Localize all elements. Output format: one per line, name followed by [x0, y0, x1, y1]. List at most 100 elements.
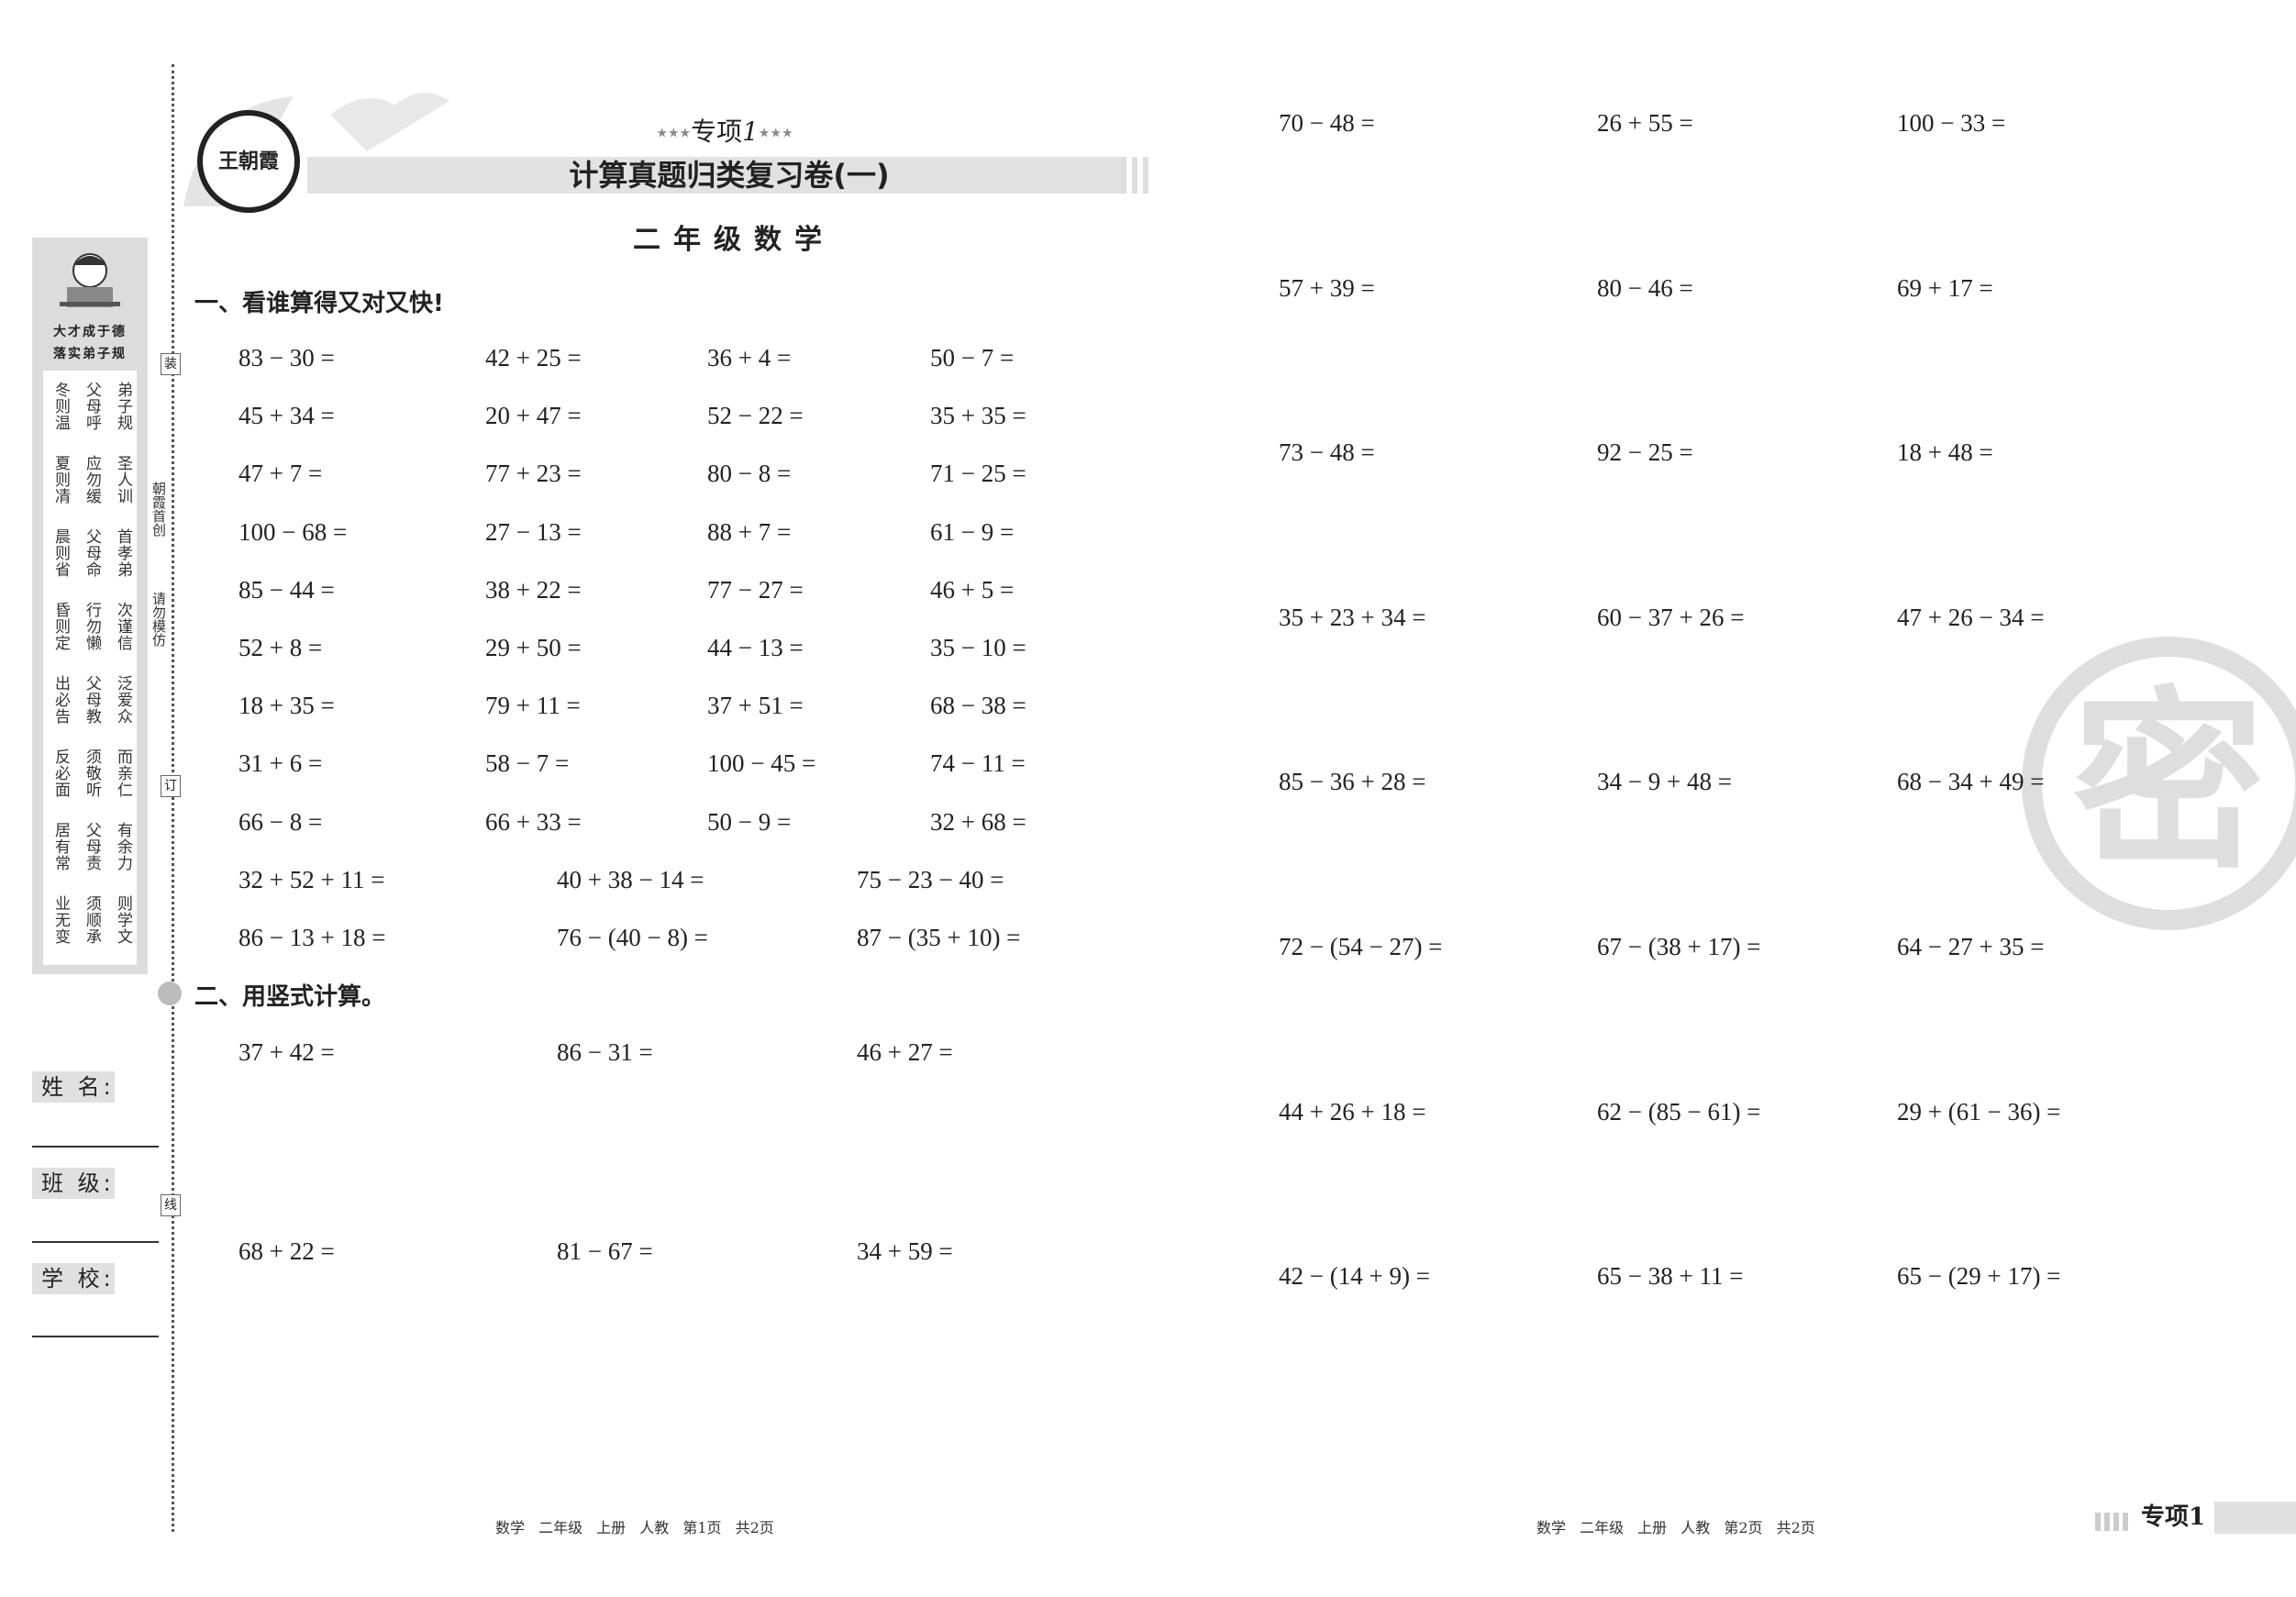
vertical-calc-problem: 86 − 31 = [557, 1038, 653, 1066]
math-problem: 52 + 8 = [238, 634, 323, 661]
math-problem: 45 + 34 = [238, 402, 335, 430]
class-field[interactable] [32, 1241, 159, 1243]
poem-column: 业无变 [51, 895, 70, 945]
math-problem: 77 − 27 = [707, 575, 804, 604]
tag-gray-bar [2214, 1502, 2296, 1534]
math-problem: 47 + 26 − 34 = [1897, 603, 2045, 631]
series-label: ★★★专项1★★★ [633, 112, 816, 149]
dizigui-poem: 冬则温 父母呼 弟子规 夏则凊 应勿缓 圣人训 晨则省 父母命 首孝弟 昏则定 行勿懒 次谨信 出必告父… [43, 371, 137, 965]
math-problem: 92 − 25 = [1597, 438, 1693, 467]
poem-stanza: 夏则凊 应勿缓 圣人训 [50, 455, 133, 516]
math-problem: 83 − 30 = [238, 344, 335, 372]
math-problem: 29 + (61 − 36) = [1897, 1097, 2061, 1126]
poem-column: 行勿懒 [83, 602, 101, 651]
math-problem: 64 − 27 + 35 = [1897, 933, 2045, 960]
vertical-calc-problem: 46 + 27 = [857, 1038, 953, 1066]
math-problem: 73 − 48 = [1279, 438, 1375, 467]
math-problem: 71 − 25 = [930, 460, 1026, 488]
math-problem: 52 − 22 = [707, 402, 804, 430]
math-problem: 44 + 26 + 18 = [1279, 1097, 1426, 1126]
math-problem: 57 + 39 = [1279, 273, 1375, 302]
watermark-text: 密 [2071, 671, 2265, 895]
page-subtitle: 二年级数学 [633, 224, 835, 256]
section-tag: 专项1 [2095, 1502, 2296, 1534]
math-problem: 50 − 9 = [707, 807, 792, 836]
poem-column: 父母教 [83, 675, 101, 725]
math-problem: 34 − 9 + 48 = [1597, 768, 1732, 796]
motto-line-1: 大才成于德 [53, 325, 127, 339]
spine-mark-xian: 线 [161, 1194, 181, 1216]
math-problem: 26 + 55 = [1597, 109, 1693, 137]
math-problem: 66 − 8 = [238, 807, 323, 836]
section-1-heading: 一、看谁算得又对又快! [194, 290, 444, 317]
poem-column: 冬则温 [51, 382, 70, 431]
math-problem: 74 − 11 = [930, 749, 1026, 778]
poem-column: 弟子规 [114, 382, 132, 431]
sidebar-panel: 大才成于德 落实弟子规 冬则温 父母呼 弟子规 夏则凊 应勿缓 圣人训 晨则省 父母命 首孝弟昏… [32, 238, 148, 974]
poem-column: 泛爱众 [114, 675, 132, 725]
title-banner [307, 157, 1121, 194]
math-problem: 20 + 47 = [485, 402, 582, 430]
footer-page-1: 数学 二年级 上册 人教 第1页 共2页 [495, 1519, 774, 1536]
poem-column: 须顺承 [83, 895, 101, 945]
math-problem: 77 + 23 = [485, 460, 582, 488]
poem-column: 出必告 [51, 675, 70, 725]
math-problem: 32 + 52 + 11 = [238, 866, 385, 893]
math-problem: 68 − 34 + 49 = [1897, 768, 2045, 796]
math-problem: 44 − 13 = [707, 634, 804, 661]
math-problem: 46 + 5 = [930, 575, 1015, 604]
math-problem: 18 + 48 = [1897, 438, 1993, 467]
poem-column: 应勿缓 [83, 455, 101, 505]
math-problem: 88 + 7 = [707, 517, 792, 546]
math-problem: 66 + 33 = [485, 807, 582, 836]
math-problem: 37 + 51 = [707, 692, 804, 720]
poem-stanza: 出必告 父母教 泛爱众 [50, 675, 133, 736]
math-problem: 35 + 23 + 34 = [1279, 603, 1426, 631]
poem-column: 父母责 [83, 822, 101, 871]
math-problem: 69 + 17 = [1897, 273, 1993, 302]
tag-dots [2095, 1513, 2128, 1531]
poem-stanza: 业无变 须顺承 则学文 [50, 895, 133, 956]
math-problem: 68 − 38 = [930, 692, 1026, 720]
math-problem: 67 − (38 + 17) = [1597, 933, 1761, 960]
math-problem: 100 − 33 = [1897, 109, 2006, 137]
math-problem: 62 − (85 − 61) = [1597, 1097, 1761, 1126]
vertical-calc-problem: 68 + 22 = [238, 1237, 335, 1265]
school-field[interactable] [32, 1336, 159, 1337]
math-problem: 27 − 13 = [485, 517, 582, 546]
spine-text-no-copy: 请勿模仿 [150, 592, 167, 647]
math-problem: 35 − 10 = [930, 634, 1026, 661]
poem-stanza: 昏则定 行勿懒 次谨信 [50, 602, 133, 662]
spine-text-original: 朝霞首创 [150, 482, 167, 537]
math-problem: 65 − (29 + 17) = [1897, 1262, 2061, 1291]
math-problem: 32 + 68 = [930, 807, 1026, 836]
math-problem: 18 + 35 = [238, 692, 335, 720]
name-label: 姓 名: [32, 1071, 115, 1103]
school-label: 学 校: [32, 1263, 115, 1294]
math-problem: 85 − 36 + 28 = [1279, 768, 1426, 796]
poem-column: 夏则凊 [51, 455, 70, 505]
star-icon: ★★★ [656, 126, 692, 141]
section-tag-text: 专项1 [2132, 1502, 2214, 1534]
name-field[interactable] [32, 1146, 159, 1148]
poem-column: 首孝弟 [114, 528, 132, 578]
series-text: 专项 [691, 116, 743, 147]
logo-text: 王朝霞 [217, 150, 279, 173]
math-problem: 40 + 38 − 14 = [557, 866, 704, 893]
poem-column: 居有常 [51, 822, 70, 871]
math-problem: 29 + 50 = [485, 634, 582, 661]
math-problem: 61 − 9 = [930, 517, 1015, 546]
math-problem: 72 − (54 − 27) = [1279, 933, 1443, 960]
poem-stanza: 晨则省 父母命 首孝弟 [50, 528, 133, 589]
star-icon: ★★★ [758, 126, 793, 141]
class-label: 班 级: [32, 1168, 115, 1199]
math-problem: 100 − 68 = [238, 517, 348, 546]
spine-mark-zhuang: 装 [161, 353, 181, 375]
math-problem: 42 + 25 = [485, 344, 582, 372]
vertical-calc-problem: 81 − 67 = [557, 1237, 653, 1265]
banner-dots [1121, 157, 1154, 194]
math-problem: 79 + 11 = [485, 692, 581, 720]
poem-stanza: 反必面 须敬听 而亲仁 [50, 749, 133, 809]
series-number: 1 [742, 116, 759, 147]
math-problem: 70 − 48 = [1279, 109, 1375, 137]
